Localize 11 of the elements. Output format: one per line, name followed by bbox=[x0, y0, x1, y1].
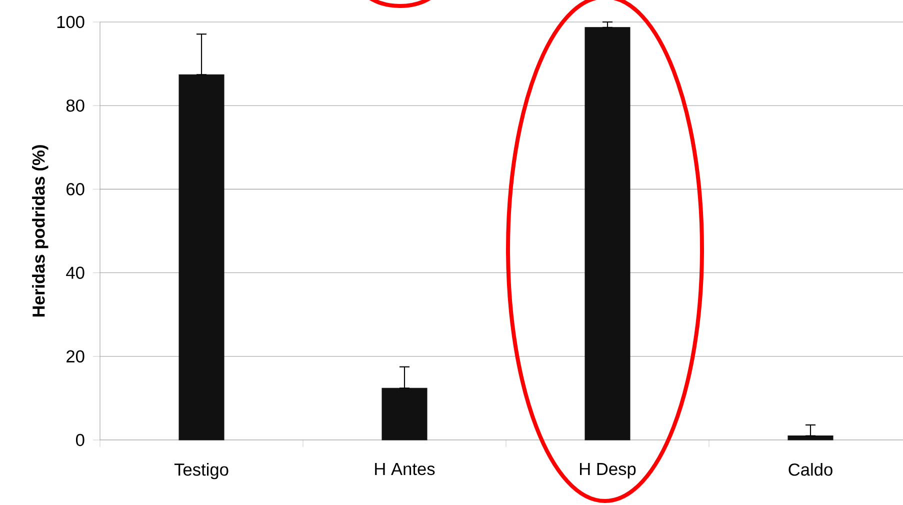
x-tick-label: H Antes bbox=[375, 463, 435, 476]
x-tick-label: Testigo bbox=[174, 463, 228, 480]
x-tick-label: Caldo bbox=[788, 463, 832, 476]
y-tick-label: 80 bbox=[66, 99, 84, 112]
x-tick-label: H Desp bbox=[580, 463, 636, 479]
y-axis-title: Heridas podridas (%) bbox=[32, 145, 48, 317]
y-tick-label: 40 bbox=[66, 266, 84, 279]
y-tick-label: 0 bbox=[76, 434, 84, 446]
y-tick-label: 20 bbox=[66, 350, 84, 363]
y-tick-label: 60 bbox=[66, 183, 84, 196]
y-tick-label: 100 bbox=[57, 16, 84, 28]
